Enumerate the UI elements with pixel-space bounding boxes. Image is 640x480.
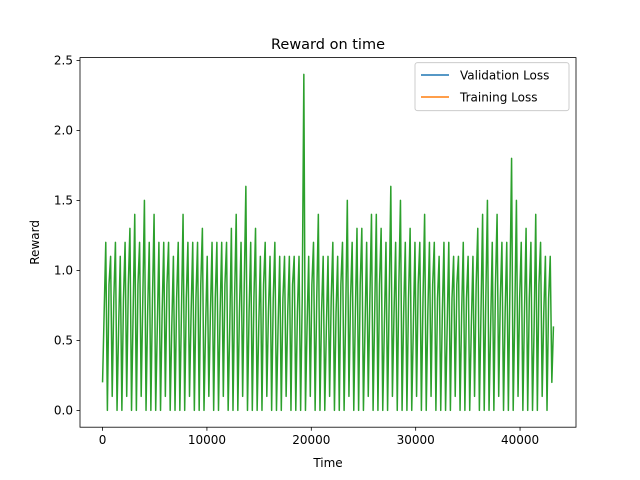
series-line-0	[101, 73, 555, 412]
y-tick-label: 0.0	[54, 404, 73, 418]
x-tick-label: 0	[99, 433, 107, 447]
y-axis: 0.0 0.5 1.0 1.5 2.0 2.5	[54, 54, 80, 418]
legend-label-training-loss: Training Loss	[459, 91, 537, 105]
y-tick-label: 2.5	[54, 54, 73, 68]
chart-title: Reward on time	[271, 37, 385, 53]
y-axis-label: Reward	[28, 220, 42, 265]
plot-frame	[79, 57, 577, 428]
x-axis: 0 10000 20000 30000 40000	[99, 427, 539, 447]
x-tick-label: 20000	[292, 433, 330, 447]
series-layer	[101, 73, 555, 412]
y-tick-label: 1.5	[54, 194, 73, 208]
legend: Validation Loss Training Loss	[414, 62, 570, 112]
legend-label-validation-loss: Validation Loss	[460, 69, 549, 83]
legend-box	[414, 62, 570, 112]
x-axis-label: Time	[312, 456, 342, 470]
x-tick-label: 30000	[397, 433, 435, 447]
y-tick-label: 2.0	[54, 124, 73, 138]
x-tick-label: 10000	[188, 433, 226, 447]
y-tick-label: 1.0	[54, 264, 73, 278]
x-tick-label: 40000	[501, 433, 539, 447]
y-tick-label: 0.5	[54, 334, 73, 348]
